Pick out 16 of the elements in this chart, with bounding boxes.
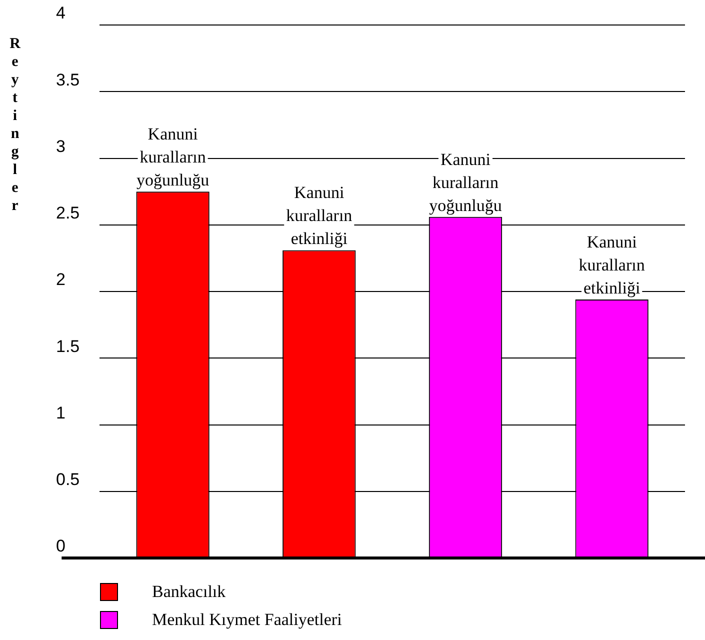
y-tick-label: 4	[56, 4, 66, 23]
x-tick-label: Kanuni kuralların etkinliği	[578, 232, 646, 298]
y-tick-label: 1	[56, 403, 66, 422]
y-tick-label: 0.5	[56, 470, 80, 490]
y-tick-label: 1.5	[56, 336, 80, 356]
x-tick-label: Kanuni kuralların yoğunluğu	[136, 124, 210, 190]
y-tick-label: 3.5	[56, 70, 80, 90]
y-axis-title: Reytingler	[6, 36, 23, 216]
y-tick-label: 0	[56, 536, 66, 556]
y-tick-label: 2.5	[56, 204, 80, 223]
y-tick-label: 2	[56, 270, 66, 290]
x-tick-label: Kanuni kuralların etkinliği	[286, 183, 353, 248]
y-tick-label: 3	[56, 136, 66, 156]
legend-label: Bankacılık	[152, 582, 226, 602]
legend-label: Menkul Kıymet Faaliyetleri	[152, 610, 342, 630]
x-tick-label: Kanuni kuralların yoğunluğu	[429, 150, 502, 215]
